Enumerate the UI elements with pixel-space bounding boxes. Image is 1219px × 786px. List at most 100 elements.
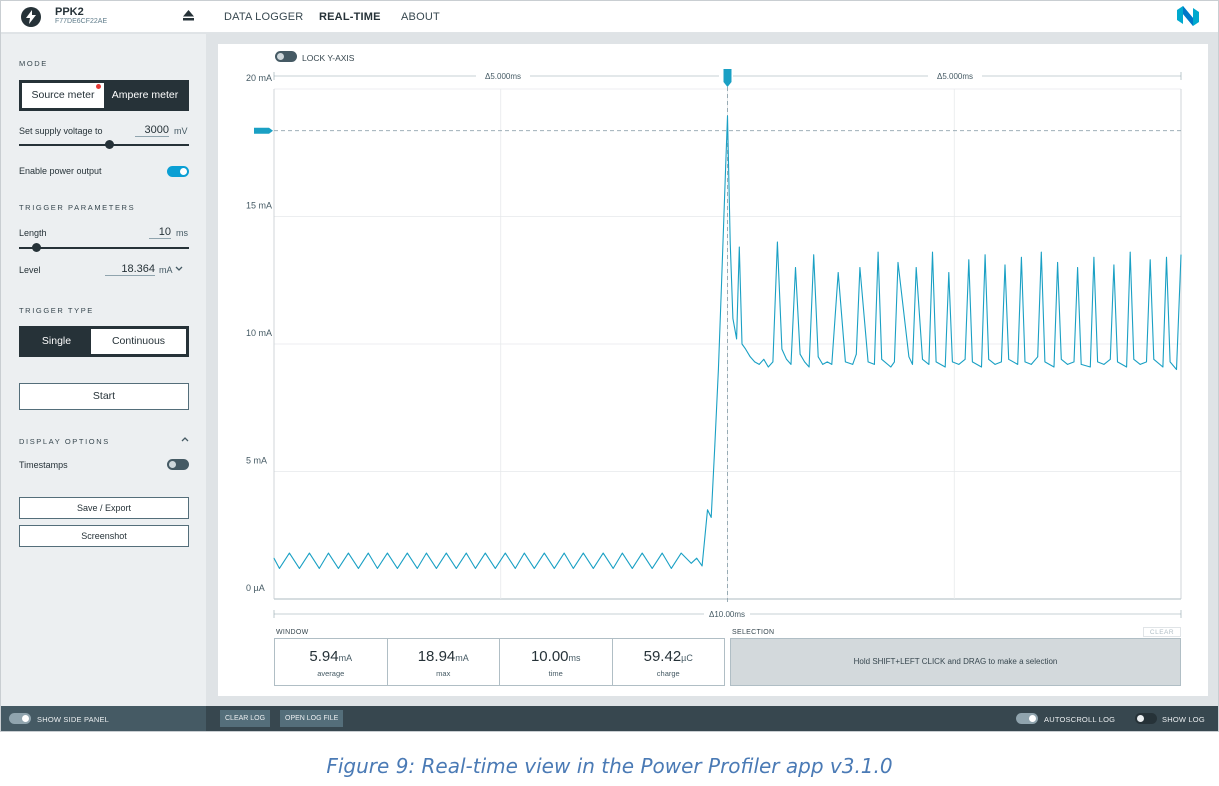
delta-right-label: Δ5.000ms [937,72,973,81]
data-point [572,568,574,569]
single-button[interactable]: Single [41,335,72,347]
data-point [1044,361,1046,363]
delta-bottom-label: Δ10.00ms [709,610,745,619]
bolt-icon [21,7,41,27]
data-point [1103,364,1105,365]
show-side-panel-toggle[interactable] [9,713,31,724]
trigger-level-input[interactable]: 18.364 [105,263,155,276]
data-point [852,364,854,365]
data-point [289,552,290,554]
data-point [465,552,467,554]
data-point [972,361,973,363]
chevron-down-icon[interactable] [175,266,183,272]
tab-real-time[interactable]: REAL-TIME [319,11,381,23]
delta-bottom: Δ10.00ms [273,610,1182,619]
stat-charge-label: charge [656,669,680,678]
trigger-length-slider-handle[interactable] [31,243,41,252]
stat-max-unit: mA [455,653,469,663]
data-point [367,552,369,554]
data-point [1129,251,1131,253]
data-point [582,552,584,554]
autoscroll-log-toggle[interactable] [1016,713,1038,724]
clear-selection-button[interactable]: CLEAR [1143,627,1181,637]
start-button[interactable]: Start [19,383,189,410]
data-point [714,445,716,447]
trigger-length-slider[interactable] [19,247,189,249]
supply-voltage-slider-handle[interactable] [104,140,114,149]
data-point [758,364,760,365]
timestamps-toggle[interactable] [167,459,189,470]
power-profiler-window: PPK2 F77DE6CF22AE DATA LOGGER REAL-TIME … [0,0,1219,732]
data-point [707,509,708,511]
show-log-label: SHOW LOG [1162,715,1205,724]
data-point [436,568,437,569]
device-name[interactable]: PPK2 [55,6,84,18]
display-options-title[interactable]: DISPLAY OPTIONS [19,437,110,446]
data-point [1133,358,1135,360]
trigger-length-input[interactable]: 10 [149,226,171,239]
stat-average-unit: mA [338,653,353,663]
data-point [912,364,913,365]
data-point [725,165,727,166]
power-output-label: Enable power output [19,166,102,176]
data-point [1067,364,1068,365]
save-export-button[interactable]: Save / Export [19,497,189,519]
data-point [661,552,663,554]
data-point [808,366,810,368]
data-point [723,216,725,217]
trigger-length-unit: ms [176,228,188,238]
timestamps-label: Timestamps [19,460,68,470]
tab-data-logger[interactable]: DATA LOGGER [224,11,304,23]
data-point [790,364,792,365]
delta-top-right: Δ5.000ms [733,72,1182,81]
data-point [799,353,801,355]
data-point [877,251,879,253]
data-point [837,272,839,273]
supply-voltage-input[interactable]: 3000 [135,124,169,137]
selection-area[interactable]: Hold SHIFT+LEFT CLICK and DRAG to make a… [730,638,1181,686]
trigger-level-handle[interactable] [254,127,273,134]
data-point [348,552,349,554]
y-tick-label: 15 mA [246,201,272,211]
stat-time-label: time [548,669,563,678]
data-point [867,361,869,363]
data-point [1073,361,1075,363]
data-point [358,568,359,569]
current-chart[interactable]: 0 µA 5 mA 10 mA 15 mA 20 mA Δ5.000ms Δ5.000m… [218,44,1208,634]
clear-log-button[interactable]: CLEAR LOG [220,710,271,727]
data-point [631,568,633,569]
data-point [504,552,506,554]
eject-icon[interactable] [183,10,194,21]
supply-voltage-slider[interactable] [19,144,189,146]
data-point [908,356,910,358]
lock-y-axis-toggle[interactable] [275,51,297,62]
data-point [612,568,614,569]
chevron-up-icon[interactable] [181,436,189,442]
tab-about[interactable]: ABOUT [401,11,440,23]
data-point [786,358,787,360]
open-log-file-button[interactable]: OPEN LOG FILE [280,710,344,727]
data-point [831,364,833,365]
source-meter-button[interactable]: Source meter [22,83,104,108]
ampere-meter-button[interactable]: Ampere meter [111,89,179,101]
y-tick-label: 5 mA [246,456,267,466]
data-point [754,361,756,363]
data-point [881,358,883,360]
data-point [494,568,496,569]
data-point [1077,267,1078,268]
data-point [533,568,535,569]
power-output-toggle[interactable] [167,166,189,177]
notification-dot [96,84,101,89]
data-point [475,568,476,569]
screenshot-button[interactable]: Screenshot [19,525,189,547]
data-point [1169,361,1171,363]
stat-time-value: 10.00 [530,648,569,665]
data-point [772,361,774,363]
mode-title: MODE [19,59,48,68]
continuous-button[interactable]: Continuous [91,329,186,354]
trigger-time-handle[interactable] [723,69,732,87]
show-log-toggle[interactable] [1135,713,1157,724]
trigger-level-unit[interactable]: mA [159,265,173,275]
bottom-bar: SHOW SIDE PANEL CLEAR LOG OPEN LOG FILE … [1,706,1218,731]
data-point [318,568,320,569]
